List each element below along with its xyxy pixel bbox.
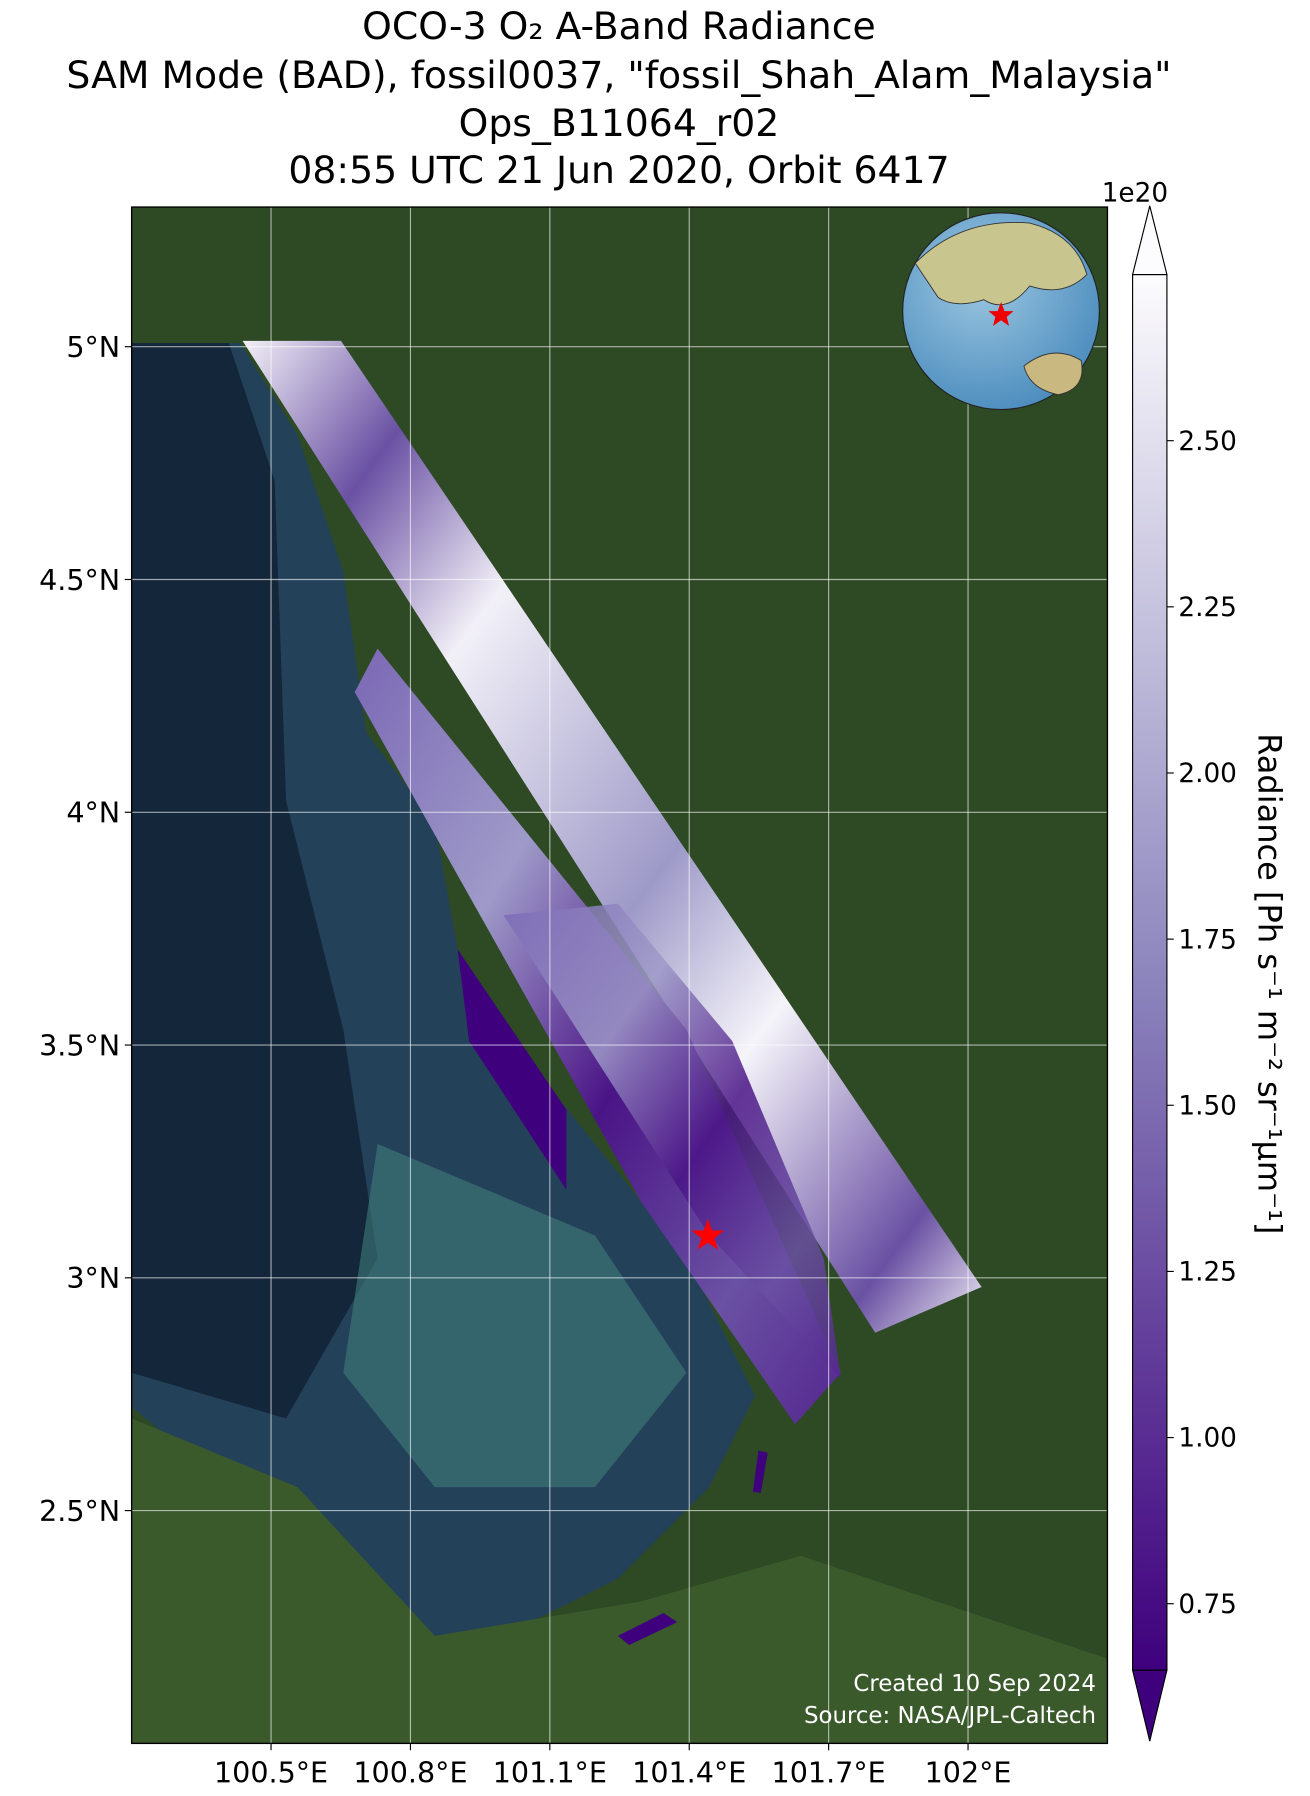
y-tick-label: 2.5°N <box>39 1494 120 1528</box>
x-tick-label: 102°E <box>925 1755 1012 1789</box>
y-tick-label: 5°N <box>66 330 120 364</box>
y-tick-label: 4°N <box>66 796 120 830</box>
swath <box>457 949 567 1190</box>
colorbar-multiplier: 1e20 <box>1102 178 1168 208</box>
y-tick-label: 3.5°N <box>39 1028 120 1062</box>
grid <box>131 207 1108 1744</box>
y-tick-label: 4.5°N <box>39 563 120 597</box>
titles: OCO-3 O₂ A-Band Radiance SAM Mode (BAD),… <box>66 4 1171 192</box>
colorbar-tick-label: 1.50 <box>1178 1091 1237 1121</box>
colorbar-body <box>1132 273 1168 1671</box>
x-tick-label: 101.1°E <box>493 1755 607 1789</box>
swath <box>503 903 841 1379</box>
swath <box>242 340 982 1333</box>
x-tick-label: 101.4°E <box>632 1755 746 1789</box>
swath-fragment <box>617 1612 678 1645</box>
colorbar-tick-label: 0.75 <box>1178 1590 1237 1620</box>
shallows <box>343 1143 687 1488</box>
colorbar: 1e20 Radiance [Ph s⁻¹ m⁻² sr⁻¹μm⁻¹] 0.75… <box>1102 178 1288 1742</box>
colorbar-tick-label: 1.75 <box>1178 925 1237 955</box>
inset-globe <box>902 212 1100 411</box>
colorbar-tick-label: 2.00 <box>1178 759 1237 789</box>
x-tick-label: 100.5°E <box>214 1755 328 1789</box>
title-line: Ops_B11064_r02 <box>459 101 780 145</box>
globe-land <box>1023 352 1083 396</box>
credit-text: Created 10 Sep 2024 <box>853 1671 1096 1697</box>
colorbar-tick-label: 2.25 <box>1178 593 1237 623</box>
colorbar-extend-bottom <box>1131 1669 1168 1742</box>
y-tick-label: 3°N <box>66 1261 120 1295</box>
map-background <box>131 207 1108 1744</box>
x-tick-label: 101.7°E <box>772 1755 886 1789</box>
colorbar-extend-top <box>1131 205 1168 276</box>
title-line: SAM Mode (BAD), fossil0037, "fossil_Shah… <box>66 53 1171 97</box>
title-line: OCO-3 O₂ A-Band Radiance <box>362 4 876 48</box>
credit-text: Source: NASA/JPL-Caltech <box>804 1703 1096 1729</box>
colorbar-tick-label: 2.50 <box>1178 427 1237 457</box>
colorbar-tick-label: 1.00 <box>1178 1424 1237 1454</box>
axis-ticks: 100.5°E 100.8°E 101.1°E 101.4°E 101.7°E 102°E… <box>39 330 1011 1789</box>
globe-marker <box>988 302 1014 327</box>
colorbar-label: Radiance [Ph s⁻¹ m⁻² sr⁻¹μm⁻¹] <box>1250 733 1288 1234</box>
globe-land <box>914 222 1088 306</box>
x-tick-label: 100.8°E <box>353 1755 467 1789</box>
south-land <box>131 1418 1108 1744</box>
deep-sea <box>131 343 378 1419</box>
title-line: 08:55 UTC 21 Jun 2020, Orbit 6417 <box>288 148 949 192</box>
site-marker <box>691 1218 725 1250</box>
map-frame <box>130 206 1109 1745</box>
credits: Created 10 Sep 2024 Source: NASA/JPL-Cal… <box>804 1671 1096 1729</box>
colorbar-tick-label: 1.25 <box>1178 1258 1237 1288</box>
swath-fragment <box>752 1450 768 1493</box>
site-layer <box>691 1218 725 1250</box>
